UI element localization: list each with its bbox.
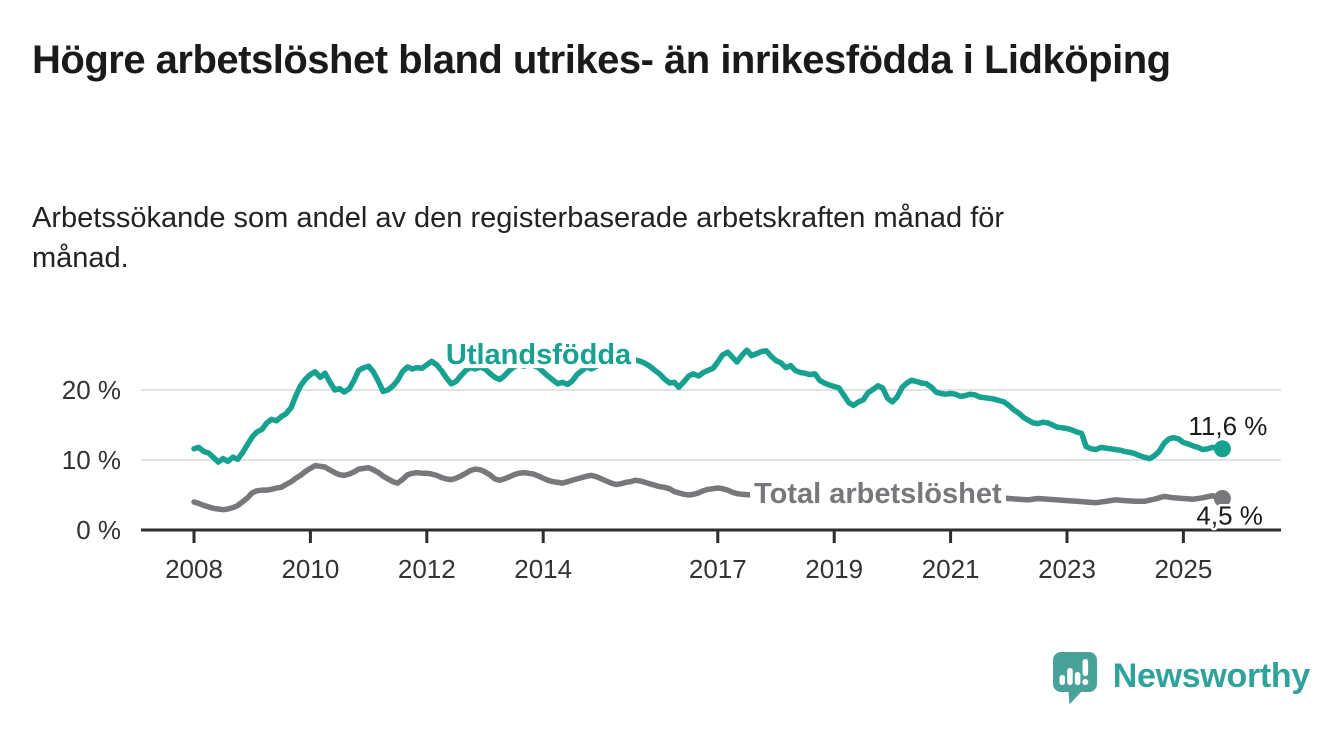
- series-line-utlandsfodda: [191, 347, 1226, 465]
- logo-exclamation-bar: [1082, 659, 1088, 676]
- y-tick-label-10: 10 %: [62, 445, 121, 475]
- end-value-label-utlandsfodda: 11,6 %: [1188, 411, 1267, 441]
- logo-bar-2: [1066, 668, 1073, 685]
- logo-bar-3: [1074, 672, 1081, 685]
- logo-exclamation-dot: [1082, 679, 1089, 685]
- chart-subtitle: Arbetssökande som andel av den registerb…: [32, 202, 1005, 275]
- end-value-label-total: 4,5 %: [1196, 501, 1263, 531]
- newsworthy-wordmark: Newsworthy: [1112, 657, 1311, 695]
- newsworthy-bubble-chart-icon: [1052, 652, 1097, 705]
- x-tick-label-2023: 2023: [1038, 554, 1096, 584]
- end-dot-total: [1213, 490, 1231, 507]
- y-tick-label-20: 20 %: [62, 375, 121, 405]
- x-tick-label-2008: 2008: [165, 554, 223, 584]
- series-label-plate: [750, 481, 1006, 508]
- y-tick-label-0: 0 %: [76, 515, 121, 545]
- newsworthy-logo: Newsworthy: [1050, 650, 1310, 706]
- x-tick-label-2019: 2019: [805, 554, 863, 584]
- page-title: Högre arbetslöshet bland utrikes- än inr…: [32, 38, 1171, 82]
- series-label-utlandsfodda: Utlandsfödda: [446, 339, 632, 371]
- x-tick-label-2014: 2014: [514, 554, 572, 584]
- x-tick-label-2010: 2010: [281, 554, 339, 584]
- end-dot-utlandsfodda: [1213, 440, 1231, 458]
- x-tick-label-2012: 2012: [398, 554, 456, 584]
- series-label-total: Total arbetslöshet: [754, 478, 1002, 510]
- x-tick-label-2025: 2025: [1154, 554, 1212, 584]
- series-line-total: [191, 462, 1226, 513]
- x-tick-label-2021: 2021: [922, 554, 980, 584]
- x-tick-label-2017: 2017: [689, 554, 747, 584]
- series-label-plate: [441, 342, 637, 369]
- logo-bar-1: [1059, 675, 1065, 685]
